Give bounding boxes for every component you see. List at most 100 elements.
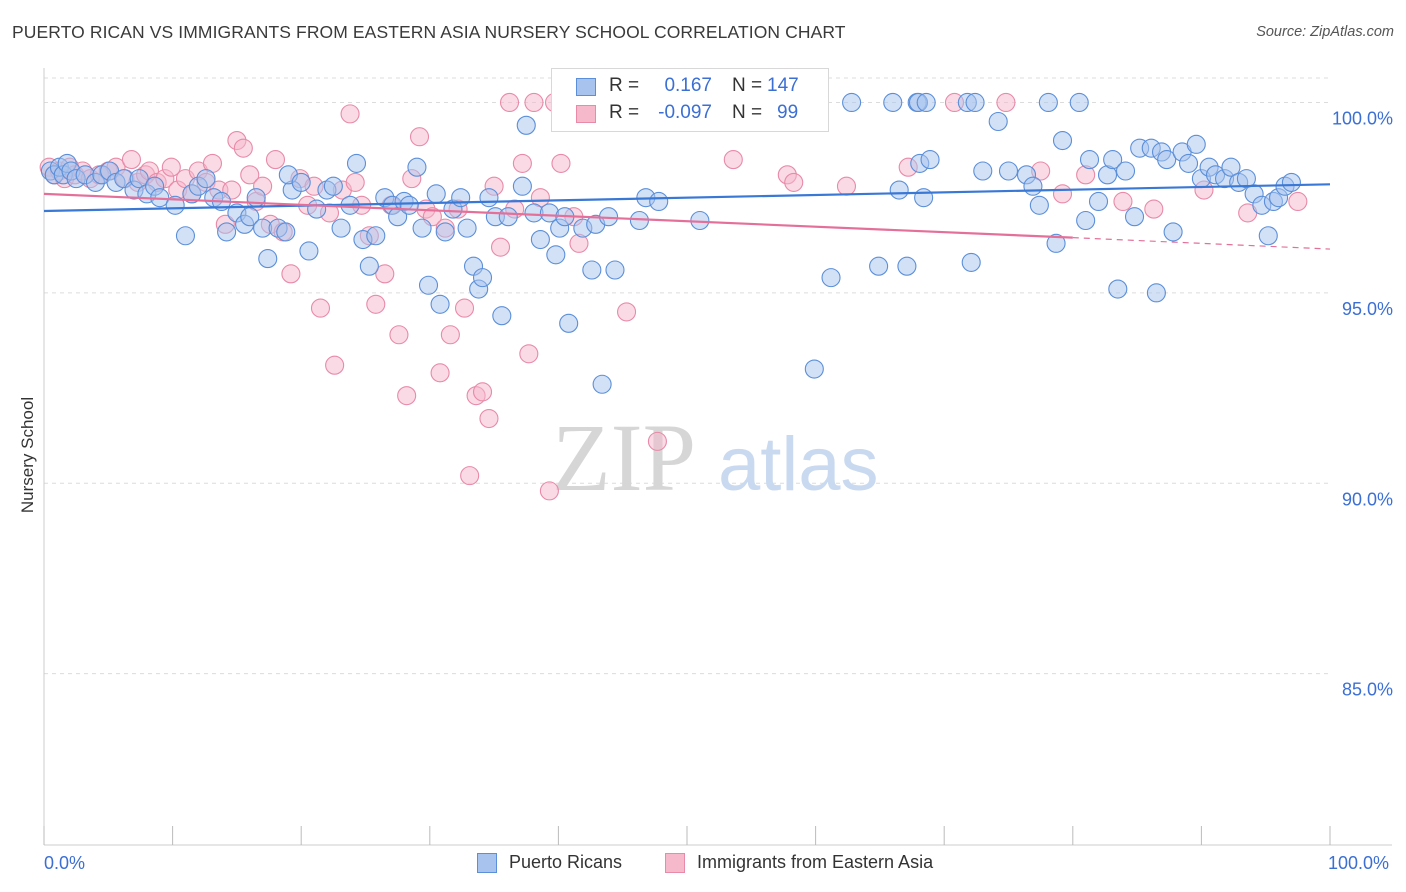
puerto-rican-point-55 [426, 184, 446, 204]
puerto-rican-point-115 [1069, 92, 1089, 113]
puerto-rican-point-45 [359, 256, 379, 276]
legend-label-puerto-ricans: Puerto Ricans [509, 852, 623, 872]
correlation-legend: R = 0.167 N = 147 R = -0.097 N = 99 [551, 68, 829, 132]
eastern-asia-point-36 [281, 264, 301, 284]
eastern-asia-point-12 [121, 150, 141, 170]
puerto-rican-point-113 [1046, 233, 1066, 253]
puerto-rican-point-71 [530, 229, 550, 250]
eastern-asia-point-59 [440, 325, 460, 345]
eastern-asia-point-98 [1288, 191, 1308, 212]
puerto-rican-point-41 [331, 218, 351, 238]
eastern-asia-point-81 [617, 302, 637, 322]
legend-n-value-blue: 147 [767, 75, 799, 96]
legend-swatch-pink [576, 105, 596, 123]
puerto-rican-point-126 [1146, 283, 1166, 303]
eastern-asia-point-67 [490, 237, 511, 257]
eastern-asia-point-68 [499, 92, 520, 113]
puerto-rican-point-56 [430, 294, 450, 314]
puerto-rican-point-82 [605, 260, 625, 280]
puerto-rican-point-91 [821, 268, 841, 288]
legend-row-blue: R = 0.167 N = 147 [552, 74, 828, 100]
puerto-rican-point-139 [1236, 169, 1256, 189]
legend-swatch-eastern-asia [665, 853, 685, 873]
puerto-rican-point-107 [988, 111, 1008, 132]
legend-n-value-pink: 99 [777, 102, 799, 123]
puerto-rican-point-43 [346, 153, 367, 173]
puerto-rican-point-60 [457, 218, 477, 238]
puerto-rican-point-54 [418, 275, 439, 295]
puerto-rican-point-101 [920, 150, 940, 170]
eastern-asia-point-65 [479, 408, 499, 429]
puerto-rican-point-67 [498, 207, 518, 227]
eastern-asia-point-90 [996, 92, 1016, 113]
puerto-rican-point-66 [492, 306, 512, 326]
puerto-rican-point-38 [307, 199, 327, 219]
puerto-rican-point-95 [889, 180, 909, 200]
legend-n-label-blue: N = [732, 75, 763, 96]
eastern-asia-point-30 [240, 165, 260, 185]
y-tick-label-85: 85.0% [1342, 680, 1393, 700]
axes-layer [43, 68, 1392, 846]
puerto-rican-point-57 [435, 222, 455, 242]
y-tick-labels: 85.0% 90.0% 95.0% 100.0% [1332, 108, 1393, 699]
eastern-asia-point-71 [519, 344, 539, 364]
eastern-asia-point-72 [524, 92, 544, 113]
puerto-rican-point-78 [582, 260, 602, 280]
puerto-rican-point-128 [1157, 150, 1177, 170]
eastern-asia-point-86 [784, 172, 804, 192]
legend-swatch-blue [576, 78, 596, 96]
eastern-asia-point-34 [265, 150, 286, 170]
eastern-asia-point-18 [161, 157, 181, 177]
puerto-rican-point-123 [1124, 207, 1145, 227]
eastern-asia-point-87 [836, 176, 857, 196]
puerto-rican-point-146 [1281, 172, 1301, 192]
puerto-rican-point-121 [1108, 279, 1128, 299]
x-tick-label-min: 0.0% [44, 853, 86, 873]
puerto-rican-point-106 [973, 161, 993, 181]
eastern-asia-point-84 [723, 150, 743, 170]
puerto-rican-point-105 [961, 252, 981, 272]
eastern-asia-point-42 [325, 355, 345, 375]
puerto-rican-point-116 [1079, 150, 1100, 170]
puerto-rican-point-137 [1221, 157, 1241, 177]
eastern-asia-point-45 [345, 172, 365, 192]
source-label: Source: ZipAtlas.com [1256, 24, 1394, 40]
puerto-rican-point-111 [1029, 195, 1049, 215]
puerto-rican-point-120 [1103, 150, 1123, 170]
trend-line-puerto-ricans [43, 183, 1331, 213]
puerto-rican-point-90 [804, 359, 824, 379]
puerto-rican-point-69 [516, 115, 536, 135]
trend-line-eastern-asia-dashed [1072, 237, 1331, 250]
puerto-rican-point-94 [883, 92, 903, 113]
watermark-zip: ZIP [552, 404, 696, 511]
legend-r-value-pink: -0.097 [658, 102, 712, 123]
legend-label-eastern-asia: Immigrants from Eastern Asia [697, 852, 934, 872]
eastern-asia-point-52 [397, 386, 417, 406]
puerto-rican-point-122 [1115, 161, 1136, 181]
legend-swatch-puerto-ricans [477, 853, 497, 873]
puerto-rican-point-104 [965, 92, 985, 113]
eastern-asia-point-54 [409, 127, 430, 147]
puerto-rican-point-93 [869, 256, 889, 276]
trend-lines [43, 183, 1331, 250]
y-tick-label-95: 95.0% [1342, 299, 1393, 319]
eastern-asia-point-64 [472, 382, 493, 402]
puerto-rican-point-36 [291, 172, 311, 192]
legend-r-label-pink: R = [609, 102, 640, 123]
legend-row-pink: R = -0.097 N = 99 [552, 101, 828, 127]
puerto-rican-point-37 [299, 241, 319, 261]
eastern-asia-point-40 [310, 298, 331, 318]
puerto-rican-point-22 [196, 169, 216, 189]
legend-n-label-pink: N = [732, 102, 763, 123]
puerto-rican-point-92 [842, 92, 862, 113]
chart-title: PUERTO RICAN VS IMMIGRANTS FROM EASTERN … [12, 22, 846, 42]
puerto-rican-point-87 [649, 191, 669, 212]
puerto-rican-point-114 [1052, 130, 1073, 151]
eastern-asia-point-76 [551, 153, 571, 173]
puerto-rican-point-40 [323, 176, 343, 196]
trend-line-eastern-asia [43, 192, 1073, 239]
y-tick-label-90: 90.0% [1342, 489, 1393, 509]
watermark-atlas: atlas [718, 422, 879, 507]
puerto-rican-point-33 [276, 222, 296, 242]
